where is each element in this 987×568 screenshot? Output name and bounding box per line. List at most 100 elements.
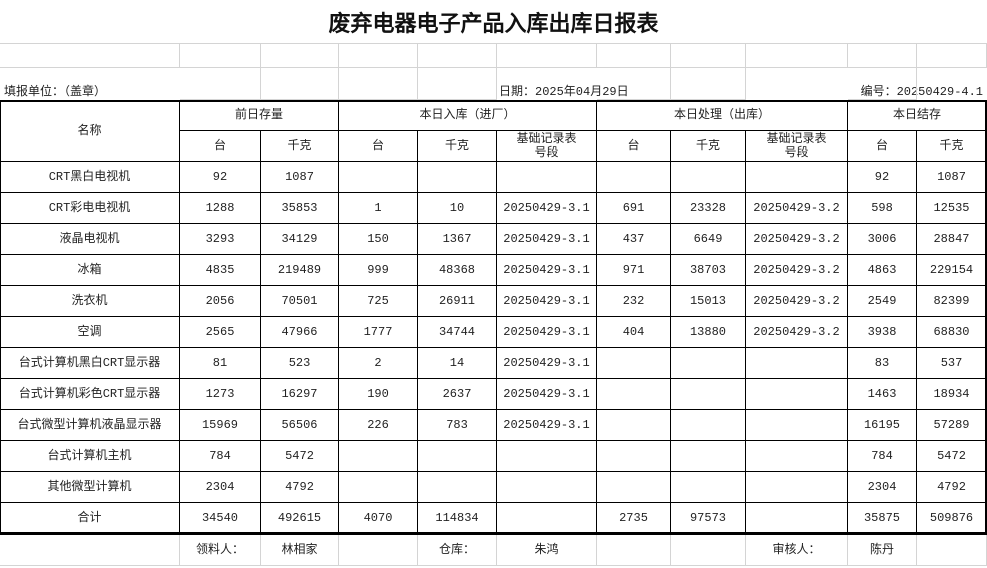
table-cell[interactable]: 10 (418, 193, 497, 224)
table-cell[interactable]: 13880 (671, 317, 746, 348)
table-cell[interactable] (746, 162, 848, 193)
table-cell[interactable]: 20250429-3.1 (497, 286, 597, 317)
table-cell[interactable] (497, 162, 597, 193)
table-cell[interactable]: 1087 (261, 162, 339, 193)
table-cell[interactable] (597, 441, 671, 472)
table-cell[interactable]: 971 (597, 255, 671, 286)
table-cell[interactable] (746, 503, 848, 534)
table-cell[interactable]: 20250429-3.2 (746, 255, 848, 286)
table-cell[interactable]: 20250429-3.2 (746, 224, 848, 255)
table-cell[interactable]: 725 (339, 286, 418, 317)
table-cell[interactable] (671, 379, 746, 410)
table-cell[interactable] (497, 441, 597, 472)
table-cell[interactable] (418, 162, 497, 193)
table-cell[interactable] (671, 441, 746, 472)
table-cell[interactable] (746, 472, 848, 503)
table-cell[interactable]: 15969 (180, 410, 261, 441)
table-cell[interactable]: 5472 (917, 441, 987, 472)
table-cell[interactable] (339, 441, 418, 472)
empty-cell[interactable] (746, 44, 848, 68)
table-cell[interactable]: 15013 (671, 286, 746, 317)
empty-cell[interactable] (0, 44, 180, 68)
table-cell[interactable]: 4835 (180, 255, 261, 286)
empty-cell[interactable] (261, 68, 339, 100)
table-cell[interactable]: 226 (339, 410, 418, 441)
empty-cell[interactable] (917, 534, 987, 566)
table-cell[interactable]: 232 (597, 286, 671, 317)
table-cell[interactable]: 20250429-3.1 (497, 348, 597, 379)
table-cell[interactable]: 48368 (418, 255, 497, 286)
table-cell[interactable]: 92 (180, 162, 261, 193)
table-cell[interactable]: 537 (917, 348, 987, 379)
table-cell[interactable]: 20250429-3.1 (497, 410, 597, 441)
table-cell[interactable] (418, 472, 497, 503)
table-cell[interactable]: 3293 (180, 224, 261, 255)
table-cell[interactable]: 20250429-3.1 (497, 379, 597, 410)
table-cell[interactable]: 492615 (261, 503, 339, 534)
footer-receiver[interactable]: 林相家 (261, 534, 339, 566)
table-cell[interactable]: 16195 (848, 410, 917, 441)
table-cell[interactable] (746, 348, 848, 379)
table-cell[interactable]: 34744 (418, 317, 497, 348)
empty-cell[interactable] (339, 44, 418, 68)
table-cell[interactable]: 190 (339, 379, 418, 410)
table-cell[interactable]: 229154 (917, 255, 987, 286)
table-cell[interactable] (597, 379, 671, 410)
table-cell[interactable]: 23328 (671, 193, 746, 224)
table-cell[interactable] (746, 379, 848, 410)
empty-cell[interactable] (597, 44, 671, 68)
table-cell[interactable]: 691 (597, 193, 671, 224)
table-cell[interactable]: 14 (418, 348, 497, 379)
empty-cell[interactable] (597, 534, 671, 566)
table-cell[interactable]: 1 (339, 193, 418, 224)
table-cell[interactable]: 509876 (917, 503, 987, 534)
table-cell[interactable]: 26911 (418, 286, 497, 317)
table-cell[interactable] (597, 162, 671, 193)
table-cell[interactable]: 3938 (848, 317, 917, 348)
table-cell[interactable] (497, 472, 597, 503)
table-cell[interactable]: 523 (261, 348, 339, 379)
table-cell[interactable]: 47966 (261, 317, 339, 348)
table-cell[interactable]: 404 (597, 317, 671, 348)
table-cell[interactable] (339, 472, 418, 503)
table-cell[interactable]: 2637 (418, 379, 497, 410)
empty-cell[interactable] (848, 68, 917, 100)
table-cell[interactable]: 2304 (848, 472, 917, 503)
table-cell[interactable]: 20250429-3.1 (497, 317, 597, 348)
table-cell[interactable] (597, 472, 671, 503)
footer-warehouse[interactable]: 朱鸿 (497, 534, 597, 566)
table-cell[interactable]: 92 (848, 162, 917, 193)
table-cell[interactable]: 1367 (418, 224, 497, 255)
table-cell[interactable]: 4863 (848, 255, 917, 286)
table-cell[interactable] (339, 162, 418, 193)
empty-cell[interactable] (339, 534, 418, 566)
table-cell[interactable] (671, 410, 746, 441)
table-cell[interactable]: 2549 (848, 286, 917, 317)
table-cell[interactable]: 16297 (261, 379, 339, 410)
empty-cell[interactable] (497, 44, 597, 68)
table-cell[interactable]: 83 (848, 348, 917, 379)
table-cell[interactable]: 18934 (917, 379, 987, 410)
empty-cell[interactable] (848, 44, 917, 68)
table-cell[interactable] (497, 503, 597, 534)
table-cell[interactable]: 38703 (671, 255, 746, 286)
table-cell[interactable]: 35853 (261, 193, 339, 224)
table-cell[interactable] (597, 348, 671, 379)
table-cell[interactable] (671, 348, 746, 379)
empty-cell[interactable] (418, 44, 497, 68)
table-cell[interactable]: 4792 (261, 472, 339, 503)
table-cell[interactable]: 2565 (180, 317, 261, 348)
table-cell[interactable]: 81 (180, 348, 261, 379)
empty-cell[interactable] (597, 68, 671, 100)
table-cell[interactable]: 2304 (180, 472, 261, 503)
table-cell[interactable]: 1273 (180, 379, 261, 410)
empty-cell[interactable] (418, 68, 497, 100)
table-cell[interactable]: 114834 (418, 503, 497, 534)
table-cell[interactable]: 1777 (339, 317, 418, 348)
empty-cell[interactable] (180, 44, 261, 68)
table-cell[interactable]: 97573 (671, 503, 746, 534)
table-cell[interactable]: 1463 (848, 379, 917, 410)
table-cell[interactable]: 598 (848, 193, 917, 224)
empty-cell[interactable] (0, 534, 180, 566)
table-cell[interactable]: 4070 (339, 503, 418, 534)
